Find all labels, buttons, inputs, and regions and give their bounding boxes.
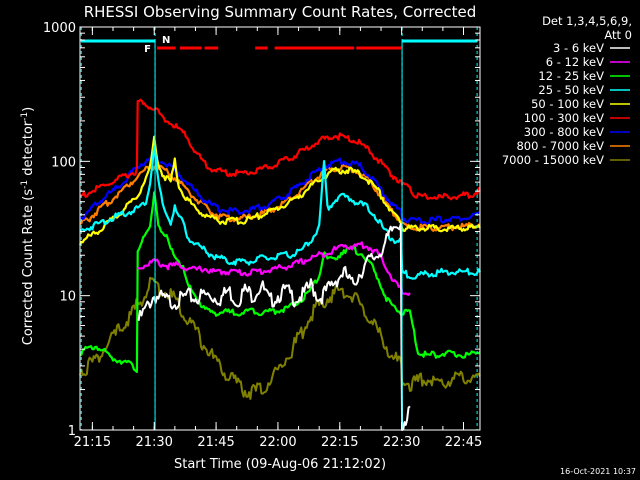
timestamp: 16-Oct-2021 10:37 xyxy=(560,467,636,476)
series-line xyxy=(79,154,481,226)
legend-entry-label: 7000 - 15000 keV xyxy=(502,153,604,167)
flare-flag-label: F xyxy=(144,44,151,55)
x-tick-label: 22:15 xyxy=(321,435,358,450)
x-axis-label: Start Time (09-Aug-06 21:12:02) xyxy=(174,457,386,472)
night-flag-label: N xyxy=(162,35,170,46)
y-axis-label-main: Corrected Count Rate (s xyxy=(21,189,36,346)
axes-frame xyxy=(79,26,481,431)
x-tick-label: 21:45 xyxy=(197,435,234,450)
plot-area: NF xyxy=(79,27,481,431)
series-line xyxy=(79,276,481,400)
axes: 21:15 21:30 21:45 22:00 22:15 22:30 22:45 1 10 10… xyxy=(43,21,482,450)
series-line xyxy=(137,241,411,296)
legend-entry-label: 100 - 300 keV xyxy=(524,111,604,125)
y-tick-label: 1 xyxy=(68,424,76,439)
y-tick-label: 100 xyxy=(51,155,76,170)
y-axis-label: Corrected Count Rate (s-1 detector-1) xyxy=(20,107,36,345)
x-tick-label: 22:30 xyxy=(383,435,420,450)
x-tick-label: 22:45 xyxy=(445,435,482,450)
y-axis-label-mid: detector xyxy=(21,120,36,180)
y-tick-label: 1000 xyxy=(43,21,76,36)
x-tick-label: 21:30 xyxy=(135,435,172,450)
series-line xyxy=(137,223,411,431)
legend-entry-label: 300 - 800 keV xyxy=(524,125,604,139)
legend-header-1: Det 1,3,4,5,6,9, xyxy=(542,14,632,28)
y-axis-label-sup2: -1 xyxy=(20,112,30,121)
legend-entry-label: 12 - 25 keV xyxy=(538,69,604,83)
y-axis-label-end: ) xyxy=(21,107,36,112)
x-tick-label: 21:15 xyxy=(74,435,111,450)
legend-entry-label: 25 - 50 keV xyxy=(538,83,604,97)
legend-entry-label: 50 - 100 keV xyxy=(531,97,604,111)
legend-header-2: Att 0 xyxy=(604,28,632,42)
series-line xyxy=(79,191,481,373)
y-axis-label-sup1: -1 xyxy=(20,180,30,189)
series-line xyxy=(79,145,481,280)
x-tick-label: 22:00 xyxy=(259,435,296,450)
series-line xyxy=(79,135,481,246)
chart-title: RHESSI Observing Summary Count Rates, Co… xyxy=(84,3,477,21)
legend-entry-label: 800 - 7000 keV xyxy=(516,139,604,153)
legend-entry-label: 3 - 6 keV xyxy=(553,41,604,55)
y-tick-label: 10 xyxy=(59,290,76,305)
series-line xyxy=(79,98,481,201)
series-line xyxy=(79,163,481,232)
legend-entry-label: 6 - 12 keV xyxy=(546,55,604,69)
